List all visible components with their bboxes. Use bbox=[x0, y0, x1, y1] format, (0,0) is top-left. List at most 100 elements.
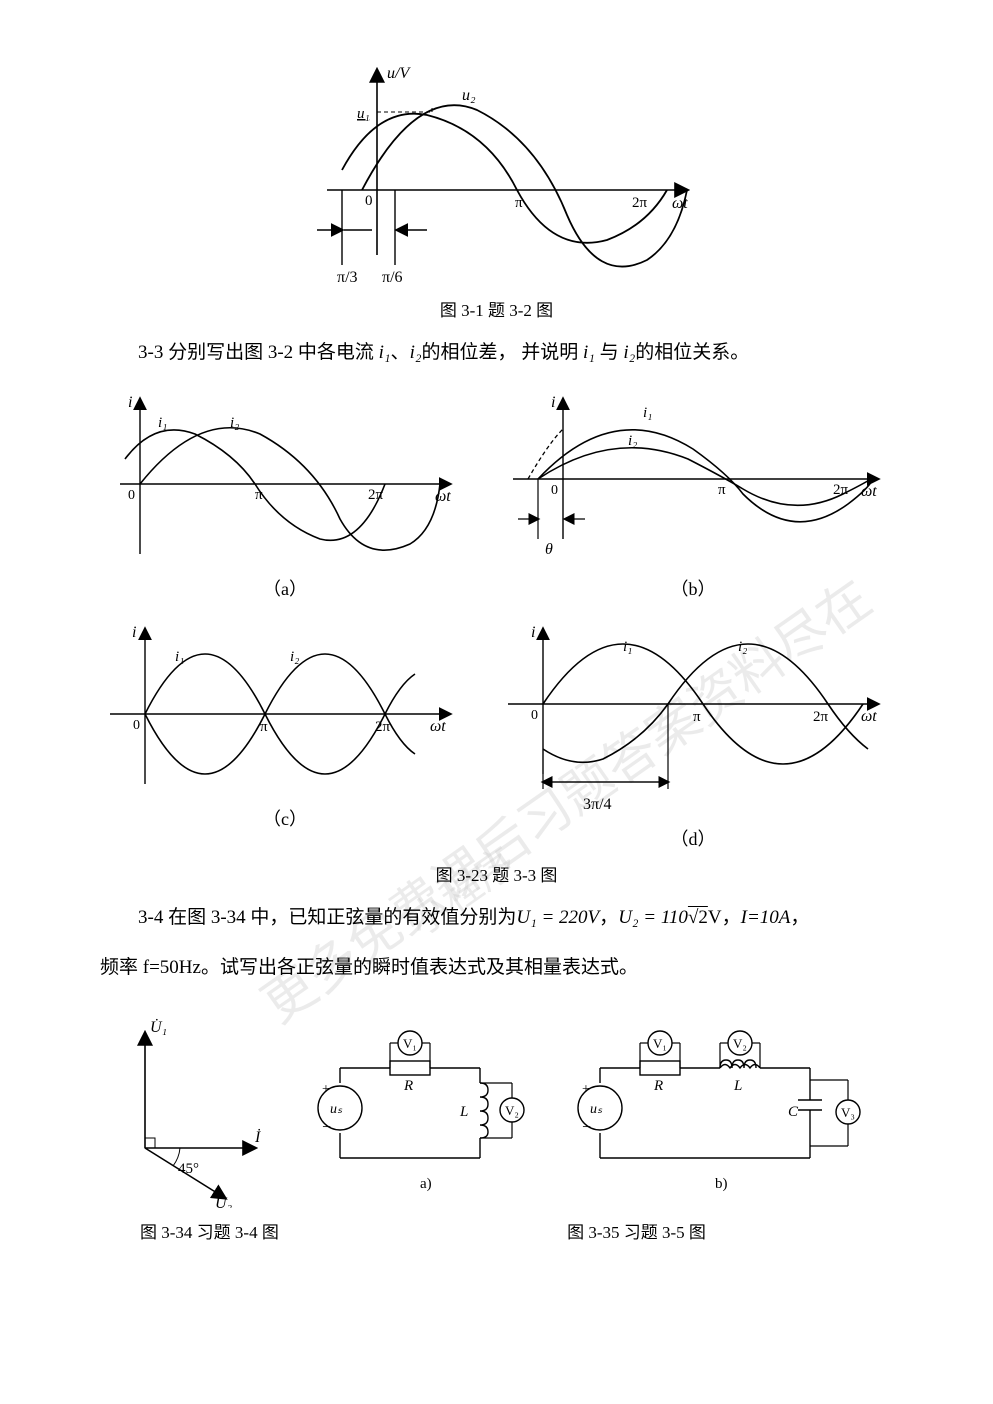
fig-3-1-caption: 图 3-1 题 3-2 图 bbox=[100, 296, 893, 321]
a-us: uₛ bbox=[330, 1102, 343, 1117]
phase-pi3: π/3 bbox=[337, 269, 358, 286]
fig-3-2d: i ωt 0 π 2π i₁ i₂ 3π/4 （d） bbox=[493, 619, 893, 851]
fig-3-2c-svg: i ωt 0 π 2π i₁ i₂ bbox=[100, 619, 470, 799]
p34-angle: 45° bbox=[178, 1161, 199, 1177]
fig-3-2-row2: i ωt 0 π 2π i₁ i₂ （c） i ωt 0 π 2π i₁ bbox=[100, 619, 893, 851]
p33-i1b: i₁ bbox=[583, 342, 595, 363]
sub-b2: b) bbox=[715, 1176, 728, 1192]
c-i1: i₁ bbox=[175, 649, 184, 665]
fig-3-35-caption: 图 3-35 习题 3-5 图 bbox=[380, 1218, 893, 1243]
fig-3-2-caption: 图 3-23 题 3-3 图 bbox=[100, 861, 893, 886]
b-i1: i₁ bbox=[643, 405, 652, 421]
p34-c1: ， bbox=[599, 907, 618, 928]
a-i2: i₂ bbox=[230, 415, 239, 431]
problem-3-4-line2: 频率 f=50Hz。试写出各正弦量的瞬时值表达式及其相量表达式。 bbox=[100, 950, 893, 986]
fig-3-2-row1: i ωt 0 π 2π i₁ i₂ （a） i ωt 0 π 2π bbox=[100, 389, 893, 601]
p33-i1: i₁ bbox=[379, 342, 391, 363]
b-L: L bbox=[733, 1078, 742, 1094]
fig-3-35-svg: + − uₛ R V₁ L bbox=[300, 1008, 880, 1208]
d-2pi: 2π bbox=[813, 709, 829, 725]
fig-3-34-caption: 图 3-34 习题 3-4 图 bbox=[100, 1218, 380, 1243]
u1-label: u₁ bbox=[357, 106, 370, 122]
a-iaxis: i bbox=[128, 394, 132, 411]
bottom-figs: U̇₁ İ U̇₂ 45° + − uₛ bbox=[100, 1008, 893, 1208]
b-zero: 0 bbox=[551, 483, 558, 498]
b-V2: V₂ bbox=[733, 1036, 747, 1051]
fig-3-34: U̇₁ İ U̇₂ 45° bbox=[100, 1018, 300, 1208]
fig-3-2d-svg: i ωt 0 π 2π i₁ i₂ 3π/4 bbox=[493, 619, 893, 819]
d-pi: π bbox=[693, 709, 701, 725]
fig-3-1-svg: u/V ωt 0 u₁ u₂ π 2π π/3 π/6 bbox=[287, 60, 707, 290]
b-i2: i₂ bbox=[628, 433, 637, 449]
c-wtaxis: ωt bbox=[430, 718, 446, 735]
p34-i: I=10A bbox=[741, 907, 791, 928]
a-zero: 0 bbox=[128, 488, 135, 503]
a-R: R bbox=[403, 1078, 413, 1094]
fig-3-2b-svg: i ωt 0 π 2π i₁ i₂ θ bbox=[493, 389, 893, 569]
b-R: R bbox=[653, 1078, 663, 1094]
a-plus: + bbox=[322, 1082, 330, 1097]
p33-mid: 的相位差， 并说明 bbox=[421, 342, 583, 363]
fig-3-34-svg: U̇₁ İ U̇₂ 45° bbox=[100, 1018, 280, 1208]
a-V1: V₁ bbox=[403, 1036, 417, 1051]
fig-3-2a: i ωt 0 π 2π i₁ i₂ （a） bbox=[100, 389, 470, 601]
p33-sep1: 、 bbox=[391, 342, 410, 363]
d-i1: i₁ bbox=[623, 639, 632, 655]
circuit-a: + − uₛ R V₁ L bbox=[318, 1031, 524, 1192]
a-V2: V₂ bbox=[505, 1103, 519, 1118]
d-iaxis: i bbox=[531, 624, 535, 641]
b-V1: V₁ bbox=[653, 1036, 667, 1051]
b-pi: π bbox=[718, 482, 726, 498]
p33-i2: i₂ bbox=[410, 342, 422, 363]
b-C: C bbox=[788, 1104, 799, 1120]
p33-suffix: 的相位关系。 bbox=[635, 342, 749, 363]
p34-u1: U₁ = 220V bbox=[516, 907, 599, 928]
sub-c: （c） bbox=[100, 805, 470, 831]
tick-pi: π bbox=[515, 195, 523, 211]
fig-3-2c: i ωt 0 π 2π i₁ i₂ （c） bbox=[100, 619, 470, 851]
p33-i2b: i₂ bbox=[623, 342, 635, 363]
sub-a: （a） bbox=[100, 575, 470, 601]
p34-u2a: U₂ = 110 bbox=[618, 907, 688, 928]
b-theta: θ bbox=[545, 541, 553, 558]
p34-U1: U̇₁ bbox=[150, 1019, 167, 1036]
p34-I: İ bbox=[254, 1128, 261, 1146]
b-us: uₛ bbox=[590, 1102, 603, 1117]
circuit-b: + − uₛ R L C V₁ bbox=[578, 1031, 860, 1192]
p34-u2b: √2 bbox=[688, 907, 708, 928]
origin-label: 0 bbox=[365, 193, 373, 209]
page-content: u/V ωt 0 u₁ u₂ π 2π π/3 π/6 图 3-1 题 3-2 … bbox=[100, 60, 893, 1243]
phase-pi6: π/6 bbox=[382, 269, 403, 286]
p34-c2: ， bbox=[722, 907, 741, 928]
b-V3: V₃ bbox=[841, 1105, 855, 1120]
problem-3-4-line1: 3-4 在图 3-34 中，已知正弦量的有效值分别为U₁ = 220V，U₂ =… bbox=[100, 900, 893, 936]
b-iaxis: i bbox=[551, 394, 555, 411]
bottom-captions: 图 3-34 习题 3-4 图 图 3-35 习题 3-5 图 bbox=[100, 1218, 893, 1243]
fig-3-35: + − uₛ R V₁ L bbox=[300, 1008, 893, 1208]
sub-a2: a) bbox=[420, 1176, 432, 1192]
a-i1: i₁ bbox=[158, 415, 167, 431]
d-i2: i₂ bbox=[738, 639, 747, 655]
fig-3-2a-svg: i ωt 0 π 2π i₁ i₂ bbox=[100, 389, 470, 569]
problem-3-3-text: 3-3 分别写出图 3-2 中各电流 i₁、i₂的相位差， 并说明 i₁ 与 i… bbox=[100, 335, 893, 371]
c-zero: 0 bbox=[133, 718, 140, 733]
tick-2pi: 2π bbox=[632, 195, 648, 211]
d-zero: 0 bbox=[531, 708, 538, 723]
sub-d: （d） bbox=[493, 825, 893, 851]
p34-c3: ， bbox=[790, 907, 809, 928]
c-iaxis: i bbox=[132, 624, 136, 641]
u2-label: u₂ bbox=[462, 87, 476, 104]
y-axis-label: u/V bbox=[387, 65, 411, 82]
b-plus: + bbox=[582, 1082, 590, 1097]
p33-prefix: 3-3 分别写出图 3-2 中各电流 bbox=[138, 342, 379, 363]
fig-3-2b: i ωt 0 π 2π i₁ i₂ θ （b） bbox=[493, 389, 893, 601]
p34-U2: U̇₂ bbox=[215, 1195, 233, 1208]
a-minus: − bbox=[322, 1119, 331, 1136]
sub-b: （b） bbox=[493, 575, 893, 601]
d-wtaxis: ωt bbox=[861, 708, 877, 725]
b-minus: − bbox=[582, 1119, 591, 1136]
p34-u2c: V bbox=[708, 907, 722, 928]
figure-3-1: u/V ωt 0 u₁ u₂ π 2π π/3 π/6 图 3-1 题 3-2 … bbox=[100, 60, 893, 321]
d-3pi4: 3π/4 bbox=[583, 796, 612, 813]
p33-and: 与 bbox=[595, 342, 624, 363]
